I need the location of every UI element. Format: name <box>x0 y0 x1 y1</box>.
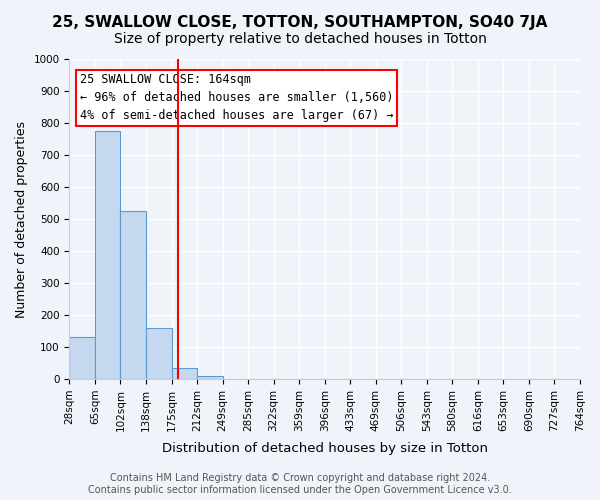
Bar <box>121 211 146 379</box>
Bar <box>197 376 223 379</box>
Text: 25 SWALLOW CLOSE: 164sqm
← 96% of detached houses are smaller (1,560)
4% of semi: 25 SWALLOW CLOSE: 164sqm ← 96% of detach… <box>80 74 393 122</box>
Text: 25, SWALLOW CLOSE, TOTTON, SOUTHAMPTON, SO40 7JA: 25, SWALLOW CLOSE, TOTTON, SOUTHAMPTON, … <box>52 15 548 30</box>
Bar <box>95 131 121 379</box>
Y-axis label: Number of detached properties: Number of detached properties <box>15 120 28 318</box>
Bar <box>70 338 95 379</box>
Text: Contains HM Land Registry data © Crown copyright and database right 2024.
Contai: Contains HM Land Registry data © Crown c… <box>88 474 512 495</box>
Bar <box>146 328 172 379</box>
Text: Size of property relative to detached houses in Totton: Size of property relative to detached ho… <box>113 32 487 46</box>
Bar <box>172 368 197 379</box>
X-axis label: Distribution of detached houses by size in Totton: Distribution of detached houses by size … <box>162 442 488 455</box>
